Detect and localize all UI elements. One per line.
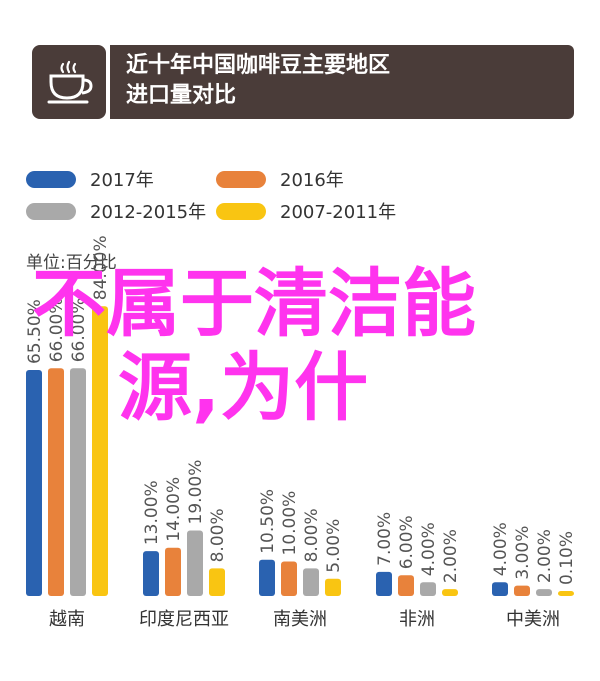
- bar-vietnam-2017: [26, 370, 42, 596]
- chart-title: 近十年中国咖啡豆主要地区 进口量对比: [110, 45, 574, 119]
- bar-vietnam-2012-2015: [70, 368, 86, 596]
- data-label-indonesia-2017: 13.00%: [142, 480, 162, 545]
- legend-swatch-2007-2011: [216, 202, 266, 220]
- legend-item-2007-2011: 2007-2011年: [216, 200, 397, 223]
- data-label-south-america-2016: 10.00%: [280, 491, 300, 556]
- bar-africa-2016: [398, 575, 414, 596]
- bar-central-america-2017: [492, 582, 508, 596]
- data-label-africa-2007-2011: 2.00%: [441, 529, 461, 583]
- data-label-south-america-2017: 10.50%: [258, 489, 278, 554]
- category-label-africa: 非洲: [399, 609, 435, 630]
- data-label-central-america-2017: 4.00%: [491, 522, 511, 576]
- legend-label-2016: 2016年: [280, 170, 344, 191]
- data-label-south-america-2007-2011: 5.00%: [324, 519, 344, 573]
- data-label-vietnam-2016: 66.00%: [47, 297, 67, 362]
- bar-central-america-2007-2011: [558, 591, 574, 596]
- bar-indonesia-2017: [143, 551, 159, 596]
- data-label-vietnam-2017: 65.50%: [25, 299, 45, 364]
- legend-item-2017: 2017年: [26, 168, 154, 191]
- bar-africa-2017: [376, 571, 392, 596]
- bar-indonesia-2012-2015: [187, 530, 203, 596]
- chart-title-line1: 近十年中国咖啡豆主要地区: [126, 53, 391, 78]
- category-label-central-america: 中美洲: [506, 609, 560, 630]
- data-label-africa-2012-2015: 4.00%: [419, 522, 439, 576]
- data-label-africa-2016: 6.00%: [397, 515, 417, 569]
- data-label-indonesia-2016: 14.00%: [164, 477, 184, 542]
- data-label-vietnam-2012-2015: 66.00%: [69, 297, 89, 362]
- category-label-vietnam: 越南: [49, 609, 85, 630]
- legend-swatch-2017: [26, 170, 76, 188]
- data-label-vietnam-2007-2011: 84.00%: [91, 235, 111, 300]
- bar-africa-2007-2011: [442, 589, 458, 596]
- legend-label-2017: 2017年: [90, 170, 154, 191]
- data-label-indonesia-2012-2015: 19.00%: [186, 460, 206, 525]
- legend-label-2007-2011: 2007-2011年: [280, 202, 397, 223]
- unit-label: 单位:百分比: [26, 253, 117, 273]
- bar-vietnam-2007-2011: [92, 306, 108, 596]
- bar-central-america-2012-2015: [536, 589, 552, 596]
- data-label-indonesia-2007-2011: 8.00%: [208, 508, 228, 562]
- category-label-south-america: 南美洲: [273, 609, 327, 630]
- chart-header: 近十年中国咖啡豆主要地区 进口量对比: [32, 45, 574, 119]
- data-label-central-america-2007-2011: 0.10%: [557, 531, 577, 585]
- chart-title-line2: 进口量对比: [126, 83, 237, 108]
- bar-africa-2012-2015: [420, 582, 436, 596]
- data-label-africa-2017: 7.00%: [375, 512, 395, 566]
- category-label-indonesia: 印度尼西亚: [139, 609, 229, 630]
- bar-central-america-2016: [514, 585, 530, 596]
- coffee-cup-icon: [32, 45, 106, 119]
- legend-item-2012-2015: 2012-2015年: [26, 200, 207, 223]
- legend-item-2016: 2016年: [216, 168, 344, 191]
- chart-legend: 2017年 2016年 2012-2015年 2007-2011年: [26, 168, 586, 228]
- bar-south-america-2007-2011: [325, 578, 341, 596]
- bar-south-america-2012-2015: [303, 568, 319, 596]
- bar-vietnam-2016: [48, 368, 64, 596]
- data-label-central-america-2016: 3.00%: [513, 526, 533, 580]
- legend-label-2012-2015: 2012-2015年: [90, 202, 207, 223]
- bar-south-america-2017: [259, 559, 275, 596]
- legend-swatch-2016: [216, 170, 266, 188]
- bar-indonesia-2016: [165, 547, 181, 596]
- data-label-central-america-2012-2015: 2.00%: [535, 529, 555, 583]
- data-label-south-america-2012-2015: 8.00%: [302, 508, 322, 562]
- legend-swatch-2012-2015: [26, 202, 76, 220]
- bar-south-america-2016: [281, 561, 297, 596]
- bar-indonesia-2007-2011: [209, 568, 225, 596]
